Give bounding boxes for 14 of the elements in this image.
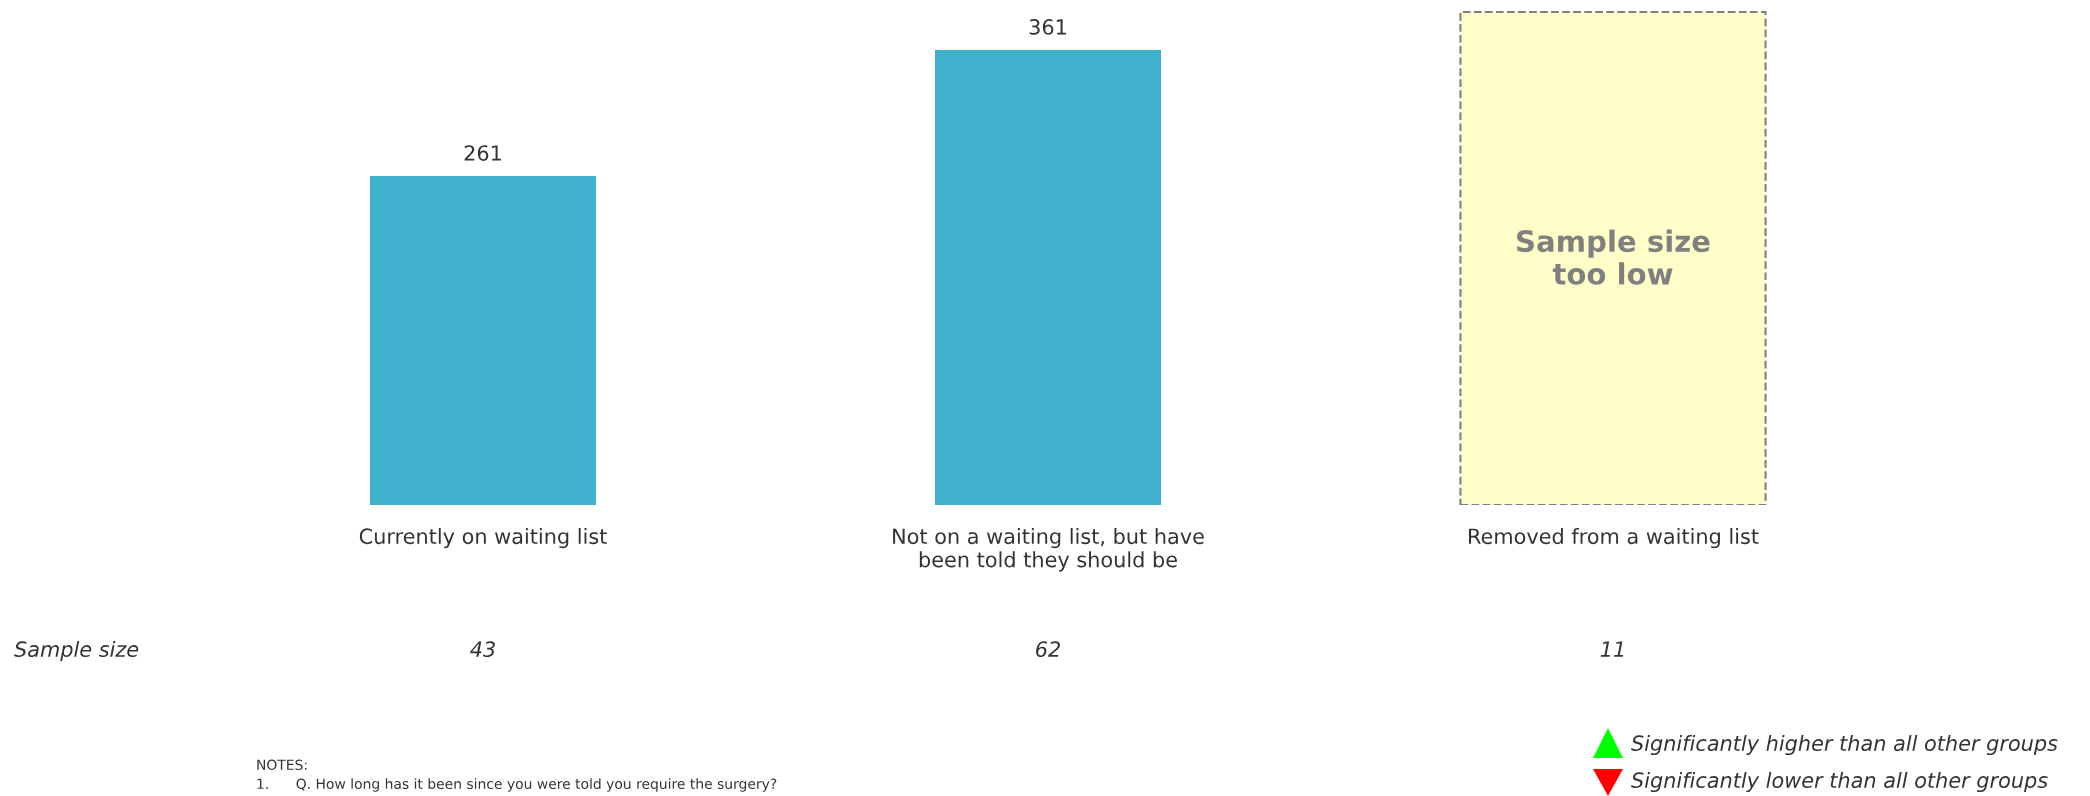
text: 43 [470,641,495,658]
x-tick-label: Not on a waiting list, but have been told they should be [893,528,1204,572]
text: NOTES: [257,759,307,771]
x-tick-label: Currently on waiting list [359,528,607,549]
text: Significantly lower than all other groups [1631,771,2048,793]
data-label: 361 [1029,19,1066,35]
data-label: 261 [464,145,501,161]
text: Significantly higher than all other groups [1631,734,2058,756]
text: 62 [1036,641,1060,658]
text: 11 [1600,641,1624,657]
x-tick-label: Removed from a waiting list [1469,528,1759,549]
text: Sample size [14,640,139,662]
text: 1. Q. How long has it been since you were told you require the surgery? [257,778,777,792]
band-label: Sample size too low [1517,229,1710,285]
